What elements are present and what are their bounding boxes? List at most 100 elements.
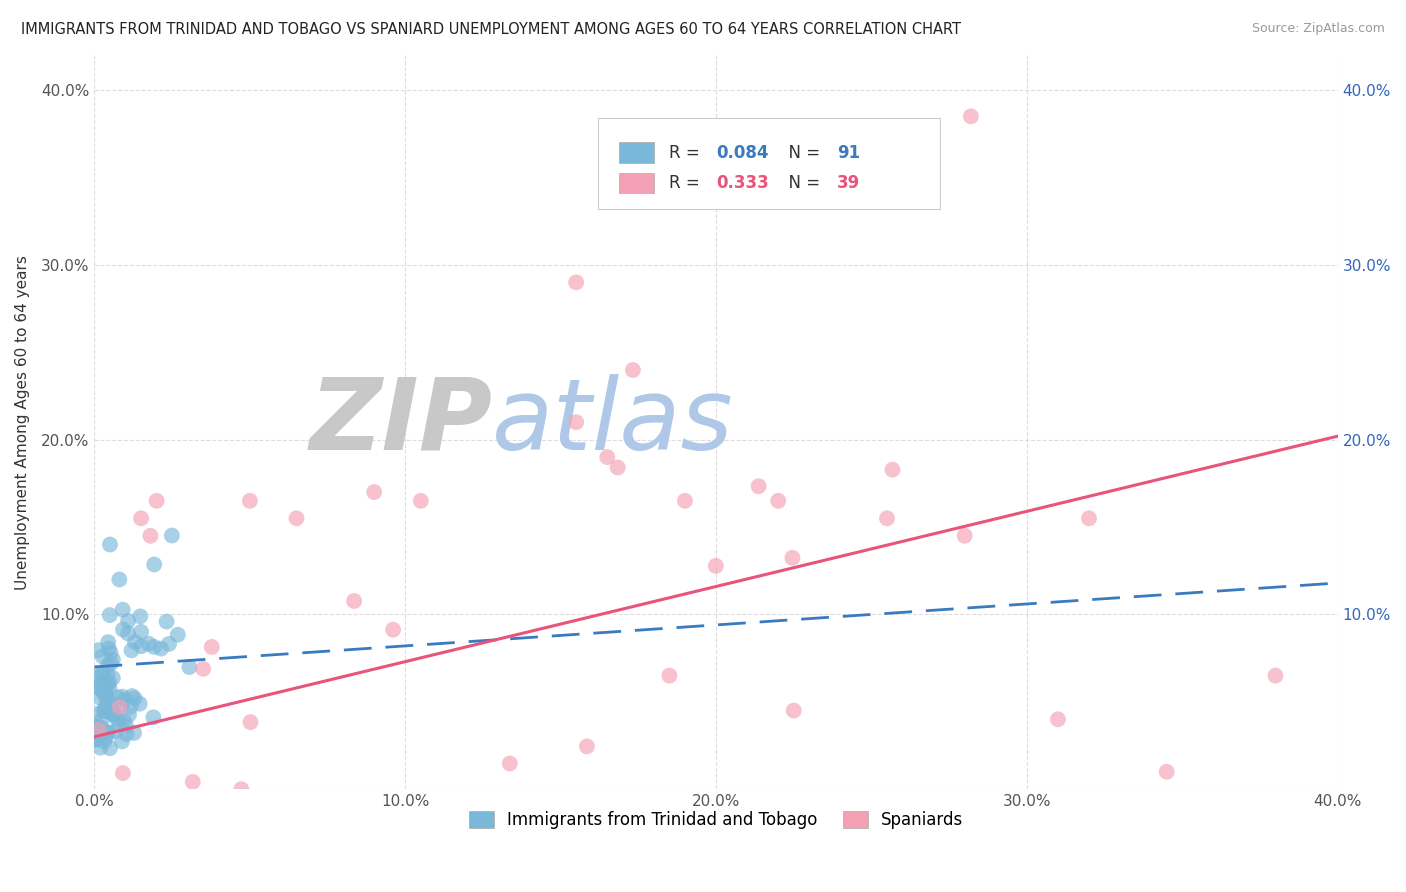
Point: [84, 680, 107, 694]
Point: [155, 615, 177, 629]
Point: [129, 511, 152, 525]
Point: [673, 493, 696, 508]
Point: [124, 635, 146, 649]
Point: [98, 675, 121, 690]
Point: [97, 677, 120, 691]
Point: [876, 511, 898, 525]
Point: [565, 415, 588, 429]
Point: [105, 690, 128, 704]
Point: [766, 493, 789, 508]
Point: [86, 732, 108, 747]
Point: [1046, 712, 1069, 726]
Text: R =: R =: [669, 144, 704, 161]
Point: [103, 707, 125, 722]
Point: [108, 700, 131, 714]
Point: [98, 681, 121, 696]
Point: [111, 766, 134, 780]
Point: [121, 643, 143, 657]
Point: [201, 640, 224, 654]
Point: [97, 725, 120, 739]
Text: N =: N =: [778, 174, 825, 192]
Point: [129, 624, 152, 639]
Point: [606, 460, 628, 475]
Point: [90, 721, 112, 735]
Text: atlas: atlas: [492, 374, 734, 471]
Point: [239, 493, 262, 508]
Point: [96, 687, 118, 701]
Point: [112, 714, 135, 728]
Point: [128, 697, 150, 711]
Point: [90, 714, 112, 728]
Point: [86, 732, 108, 747]
Point: [596, 450, 619, 464]
Point: [150, 641, 173, 656]
Text: R =: R =: [669, 174, 704, 192]
Point: [124, 691, 146, 706]
Text: 0.333: 0.333: [716, 174, 769, 192]
Point: [121, 689, 143, 703]
Point: [115, 727, 138, 741]
Point: [87, 677, 110, 691]
Point: [231, 782, 253, 797]
Point: [100, 646, 122, 660]
Point: [104, 724, 127, 739]
Point: [575, 739, 598, 754]
Point: [120, 699, 142, 714]
Point: [100, 657, 122, 671]
Point: [193, 662, 215, 676]
Point: [748, 479, 770, 493]
Point: [110, 698, 132, 712]
Point: [100, 704, 122, 718]
Point: [142, 710, 165, 724]
Point: [783, 704, 806, 718]
Point: [382, 623, 405, 637]
Point: [94, 731, 117, 745]
Point: [343, 594, 366, 608]
Point: [111, 602, 134, 616]
Point: [122, 726, 145, 740]
Point: [112, 623, 135, 637]
Point: [97, 657, 120, 672]
Y-axis label: Unemployment Among Ages 60 to 64 years: Unemployment Among Ages 60 to 64 years: [15, 255, 30, 590]
Point: [94, 724, 117, 739]
Point: [953, 529, 976, 543]
Point: [91, 649, 114, 664]
Point: [111, 690, 134, 704]
Point: [114, 693, 136, 707]
FancyBboxPatch shape: [619, 143, 654, 163]
Point: [117, 614, 139, 628]
Point: [87, 726, 110, 740]
Point: [97, 635, 120, 649]
Point: [100, 705, 122, 719]
Point: [138, 637, 160, 651]
Point: [181, 775, 204, 789]
Point: [782, 550, 804, 565]
Point: [98, 705, 121, 719]
Point: [87, 643, 110, 657]
Point: [409, 493, 432, 508]
FancyBboxPatch shape: [619, 172, 654, 194]
Point: [93, 686, 115, 700]
Point: [499, 756, 522, 771]
Point: [89, 740, 111, 755]
Point: [143, 640, 166, 654]
Text: IMMIGRANTS FROM TRINIDAD AND TOBAGO VS SPANIARD UNEMPLOYMENT AMONG AGES 60 TO 64: IMMIGRANTS FROM TRINIDAD AND TOBAGO VS S…: [21, 22, 962, 37]
Point: [84, 707, 107, 722]
Point: [108, 573, 131, 587]
Point: [139, 529, 162, 543]
Point: [100, 702, 122, 716]
Point: [89, 690, 111, 705]
Point: [658, 668, 681, 682]
Text: ZIP: ZIP: [309, 374, 492, 471]
Text: 39: 39: [837, 174, 860, 192]
Point: [960, 109, 983, 123]
Point: [704, 558, 727, 573]
Point: [93, 675, 115, 690]
Point: [87, 723, 110, 737]
Point: [94, 704, 117, 718]
Point: [105, 711, 128, 725]
Text: 91: 91: [837, 144, 859, 161]
Point: [93, 682, 115, 697]
Point: [115, 719, 138, 733]
Point: [91, 666, 114, 681]
